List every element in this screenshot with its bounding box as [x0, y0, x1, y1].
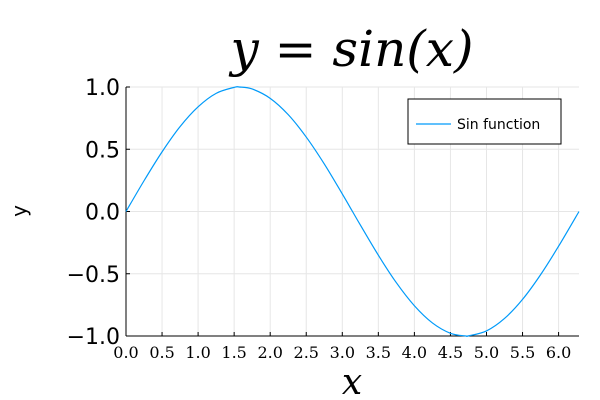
x-tick-label: 6.0: [546, 343, 571, 362]
y-tick-labels: −1.0 −0.5 0.0 0.5 1.0: [67, 76, 120, 350]
x-axis-label: x: [342, 362, 362, 400]
x-tick-label: 4.0: [402, 343, 427, 362]
y-tick-label: −0.5: [67, 263, 120, 288]
series-line-sin-function: [125, 86, 580, 338]
x-tick-label: 0.0: [113, 343, 138, 362]
x-tick-label: 3.5: [366, 343, 391, 362]
x-tick-label: 1.0: [185, 343, 210, 362]
x-tick-label: 0.5: [149, 343, 174, 362]
x-tick-label: 5.5: [510, 343, 535, 362]
x-tick-label: 2.0: [257, 343, 282, 362]
chart-title: y = sin(x): [229, 20, 474, 78]
y-tick-label: 1.0: [85, 76, 120, 101]
y-tick-label: 0.5: [85, 138, 120, 163]
legend-box: [407, 98, 562, 145]
legend: Sin function: [407, 98, 562, 145]
x-tick-label: 3.0: [330, 343, 355, 362]
x-tick-label: 5.0: [474, 343, 499, 362]
x-tick-labels: 0.0 0.5 1.0 1.5 2.0 2.5 3.0 3.5 4.0 4.5 5.0 5.5 6.0: [113, 343, 571, 362]
x-tick-label: 1.5: [221, 343, 246, 362]
y-tick-label: 0.0: [85, 201, 120, 226]
x-tick-label: 4.5: [438, 343, 463, 362]
y-tick-label: −1.0: [67, 325, 120, 350]
x-tick-label: 2.5: [294, 343, 319, 362]
series-layer: [125, 86, 580, 338]
legend-label: Sin function: [457, 117, 540, 133]
y-axis-label: y: [7, 205, 31, 217]
